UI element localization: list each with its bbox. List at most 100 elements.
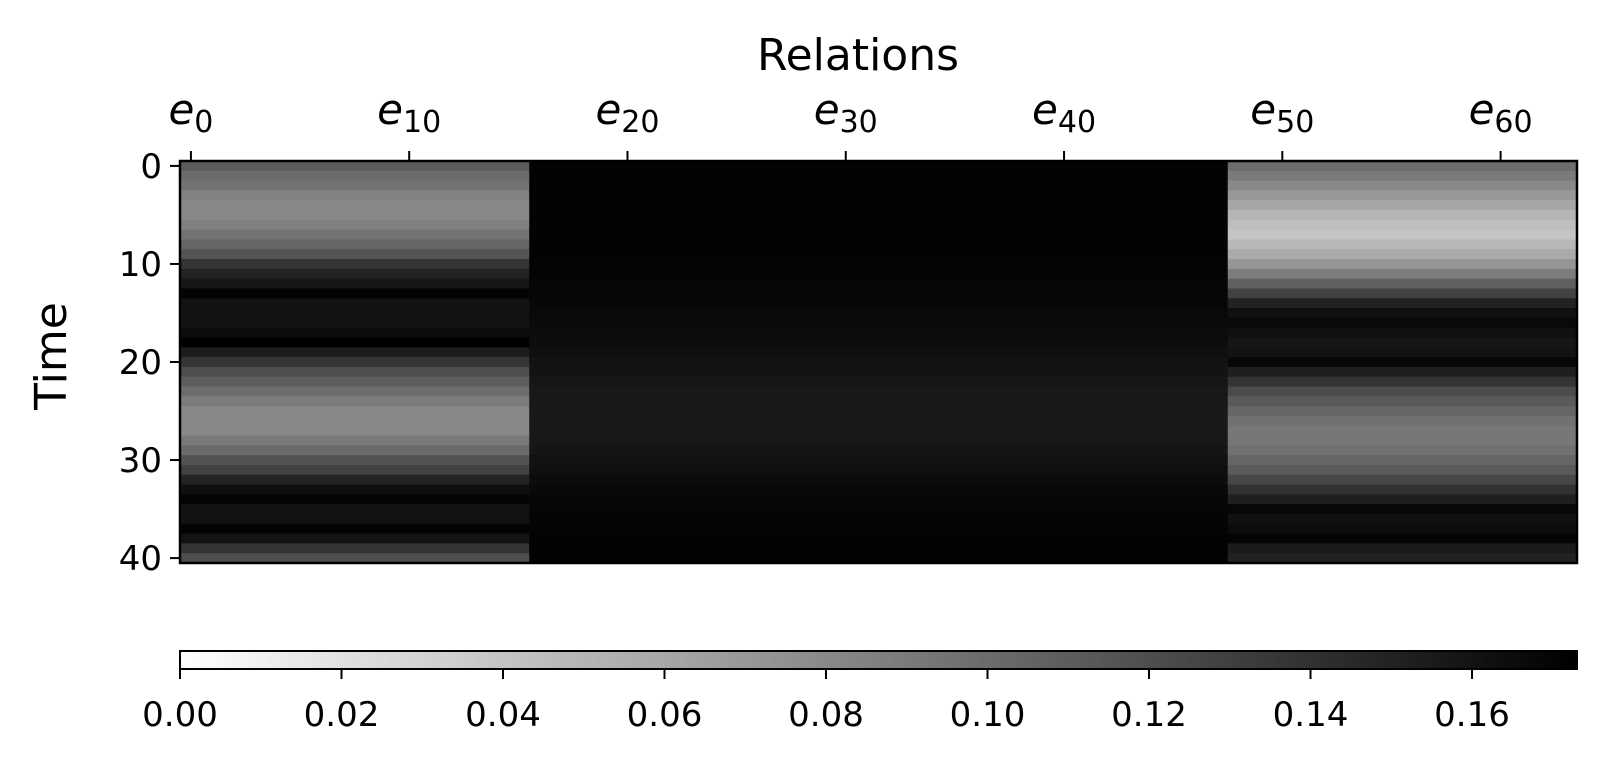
heatmap-cell-middle-row-40 — [529, 553, 1229, 564]
heatmap-cell-left-row-3 — [180, 190, 530, 201]
x-tick-label-0: e0 — [168, 85, 213, 140]
heatmap-cell-left-row-24 — [180, 396, 530, 407]
heatmap-cell-right-row-27 — [1227, 425, 1578, 437]
colorbar-tick-label-0.14: 0.14 — [1273, 695, 1349, 735]
heatmap-cell-middle-row-32 — [529, 474, 1229, 486]
heatmap-cell-left-row-31 — [180, 464, 530, 476]
heatmap-cell-left-row-22 — [180, 376, 530, 388]
heatmap-cell-right-row-7 — [1227, 229, 1578, 241]
colorbar-tick-label-0.08: 0.08 — [788, 695, 864, 735]
heatmap-cell-left-row-1 — [180, 170, 530, 182]
heatmap-cell-middle-row-17 — [529, 327, 1229, 339]
heatmap-cell-middle-row-21 — [529, 366, 1229, 378]
y-tick-label-0: 0 — [140, 147, 162, 187]
colorbar-tick-label-0.00: 0.00 — [142, 695, 218, 735]
heatmap-cell-left-row-20 — [180, 357, 530, 368]
heatmap-cell-middle-row-24 — [529, 396, 1229, 407]
heatmap-cell-right-row-6 — [1227, 219, 1578, 231]
heatmap-cell-middle-row-8 — [529, 239, 1229, 250]
heatmap-cell-right-row-12 — [1227, 278, 1578, 290]
y-axis-title: Time — [26, 302, 77, 411]
heatmap-cell-middle-row-2 — [529, 180, 1229, 192]
heatmap-cell-middle-row-10 — [529, 259, 1229, 270]
heatmap-cell-middle-row-9 — [529, 249, 1229, 260]
heatmap-cell-right-row-18 — [1227, 337, 1578, 348]
heatmap-cell-left-row-26 — [180, 415, 530, 427]
colorbar-tick-label-0.16: 0.16 — [1434, 695, 1510, 735]
heatmap-cell-left-row-0 — [180, 161, 530, 172]
x-tick-label-60: e60 — [1469, 85, 1533, 140]
colorbar-tick-label-0.06: 0.06 — [627, 695, 703, 735]
heatmap-cell-left-row-5 — [180, 210, 530, 221]
heatmap-cell-middle-row-39 — [529, 543, 1229, 554]
x-tick-label-30: e30 — [814, 85, 878, 140]
colorbar-tick-label-0.10: 0.10 — [950, 695, 1026, 735]
heatmap-cell-right-row-8 — [1227, 239, 1578, 250]
heatmap-cell-right-row-10 — [1227, 259, 1578, 270]
heatmap-cell-right-row-29 — [1227, 445, 1578, 456]
heatmap-cell-middle-row-31 — [529, 464, 1229, 476]
heatmap-cell-right-row-2 — [1227, 180, 1578, 192]
heatmap-cell-left-row-6 — [180, 219, 530, 231]
heatmap-cell-right-row-0 — [1227, 161, 1578, 172]
heatmap-cell-right-row-9 — [1227, 249, 1578, 260]
heatmap-cell-middle-row-3 — [529, 190, 1229, 201]
heatmap-cell-middle-row-14 — [529, 298, 1229, 309]
heatmap-cell-left-row-11 — [180, 268, 530, 280]
heatmap-cell-left-row-10 — [180, 259, 530, 270]
heatmap-cell-left-row-27 — [180, 425, 530, 437]
heatmap-cell-left-row-4 — [180, 200, 530, 211]
heatmap-cell-left-row-2 — [180, 180, 530, 192]
heatmap-cell-right-row-21 — [1227, 366, 1578, 378]
heatmap-cell-left-row-30 — [180, 455, 530, 466]
heatmap-cell-left-row-19 — [180, 347, 530, 358]
heatmap-cell-right-row-39 — [1227, 543, 1578, 554]
heatmap-cell-middle-row-28 — [529, 435, 1229, 446]
heatmap-cell-middle-row-27 — [529, 425, 1229, 437]
heatmap-cell-right-row-5 — [1227, 210, 1578, 221]
heatmap-cell-left-row-38 — [180, 533, 530, 544]
heatmap-cell-left-row-39 — [180, 543, 530, 554]
heatmap-cell-right-row-33 — [1227, 484, 1578, 495]
heatmap-cell-right-row-36 — [1227, 513, 1578, 525]
heatmap-cell-right-row-11 — [1227, 268, 1578, 280]
heatmap-cell-middle-row-11 — [529, 268, 1229, 280]
heatmap-cell-middle-row-19 — [529, 347, 1229, 358]
heatmap-cell-left-row-32 — [180, 474, 530, 486]
heatmap-cell-middle-row-18 — [529, 337, 1229, 348]
heatmap-cell-right-row-32 — [1227, 474, 1578, 486]
heatmap-cell-middle-row-26 — [529, 415, 1229, 427]
x-tick-label-10: e10 — [377, 85, 441, 140]
heatmap-cell-right-row-22 — [1227, 376, 1578, 388]
heatmap-cell-right-row-30 — [1227, 455, 1578, 466]
colorbar-tick-label-0.12: 0.12 — [1111, 695, 1187, 735]
heatmap-cell-middle-row-1 — [529, 170, 1229, 182]
heatmap-cell-left-row-29 — [180, 445, 530, 456]
heatmap-cell-middle-row-13 — [529, 288, 1229, 299]
y-axis-ticks: 0 10 20 30 40 — [119, 147, 180, 579]
heatmap-cell-middle-row-29 — [529, 445, 1229, 456]
heatmap-cell-left-row-35 — [180, 504, 530, 515]
x-tick-label-40: e40 — [1032, 85, 1096, 140]
heatmap-cell-right-row-35 — [1227, 504, 1578, 515]
heatmap-cell-right-row-26 — [1227, 415, 1578, 427]
heatmap-cell-left-row-12 — [180, 278, 530, 290]
heatmap-cell-middle-row-12 — [529, 278, 1229, 290]
heatmap-cell-right-row-4 — [1227, 200, 1578, 211]
heatmap-cell-right-row-38 — [1227, 533, 1578, 544]
heatmap-cell-left-row-28 — [180, 435, 530, 446]
colorbar-gradient — [180, 651, 1577, 669]
heatmap-cell-right-row-17 — [1227, 327, 1578, 339]
heatmap-cell-left-row-18 — [180, 337, 530, 348]
heatmap-cell-right-row-19 — [1227, 347, 1578, 358]
heatmap-cell-right-row-16 — [1227, 317, 1578, 329]
heatmap-cell-middle-row-37 — [529, 523, 1229, 535]
heatmap-cell-left-row-14 — [180, 298, 530, 309]
heatmap-cell-right-row-25 — [1227, 406, 1578, 417]
heatmap-cell-left-row-7 — [180, 229, 530, 241]
heatmap-cell-middle-row-25 — [529, 406, 1229, 417]
heatmap-cell-left-row-8 — [180, 239, 530, 250]
heatmap-cell-left-row-15 — [180, 308, 530, 319]
y-tick-label-30: 30 — [119, 441, 162, 481]
